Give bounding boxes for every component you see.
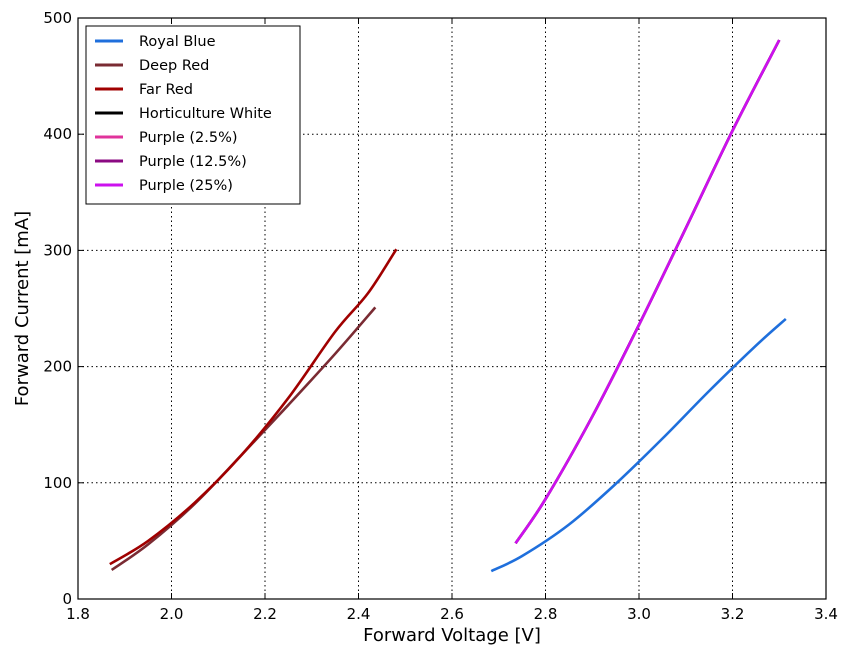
axis-ticks: 1.8 2.0 2.2 2.4 2.6 2.8 3.0 3.2 3.4 0 100 200 300 400…	[43, 9, 838, 623]
x-tick-label: 2.2	[253, 605, 277, 623]
grid-lines	[78, 18, 826, 599]
x-tick-label: 1.8	[66, 605, 90, 623]
series-line-purple-25	[514, 39, 781, 544]
x-axis-label: Forward Voltage [V]	[363, 625, 541, 646]
y-axis-label: Forward Current [mA]	[12, 211, 33, 406]
y-tick-label: 0	[62, 590, 72, 608]
x-tick-label: 2.0	[160, 605, 184, 623]
y-tick-label: 200	[43, 358, 72, 376]
legend-label-purple-12-5: Purple (12.5%)	[139, 154, 247, 170]
x-tick-label: 2.4	[347, 605, 371, 623]
legend-label-purple-2-5: Purple (2.5%)	[139, 130, 238, 146]
y-tick-label: 100	[43, 474, 72, 492]
x-tick-label: 2.6	[440, 605, 464, 623]
legend-label-far-red: Far Red	[139, 82, 193, 98]
x-tick-label: 3.4	[814, 605, 838, 623]
series-line-far-red	[109, 248, 398, 566]
x-tick-label: 2.8	[534, 605, 558, 623]
legend-label-royal-blue: Royal Blue	[139, 34, 216, 50]
y-tick-label: 400	[43, 125, 72, 143]
x-tick-label: 3.2	[721, 605, 745, 623]
x-tick-label: 3.0	[627, 605, 651, 623]
series-lines	[109, 39, 787, 573]
y-tick-label: 300	[43, 241, 72, 259]
legend: Royal Blue Deep Red Far Red Horticulture Wh…	[85, 25, 301, 205]
legend-box	[85, 25, 301, 205]
legend-label-deep-red: Deep Red	[139, 58, 209, 74]
y-tick-label: 500	[43, 9, 72, 27]
legend-label-horticulture-white: Horticulture White	[139, 106, 272, 122]
legend-label-purple-25: Purple (25%)	[139, 178, 233, 194]
series-line-royal-blue	[490, 317, 787, 573]
